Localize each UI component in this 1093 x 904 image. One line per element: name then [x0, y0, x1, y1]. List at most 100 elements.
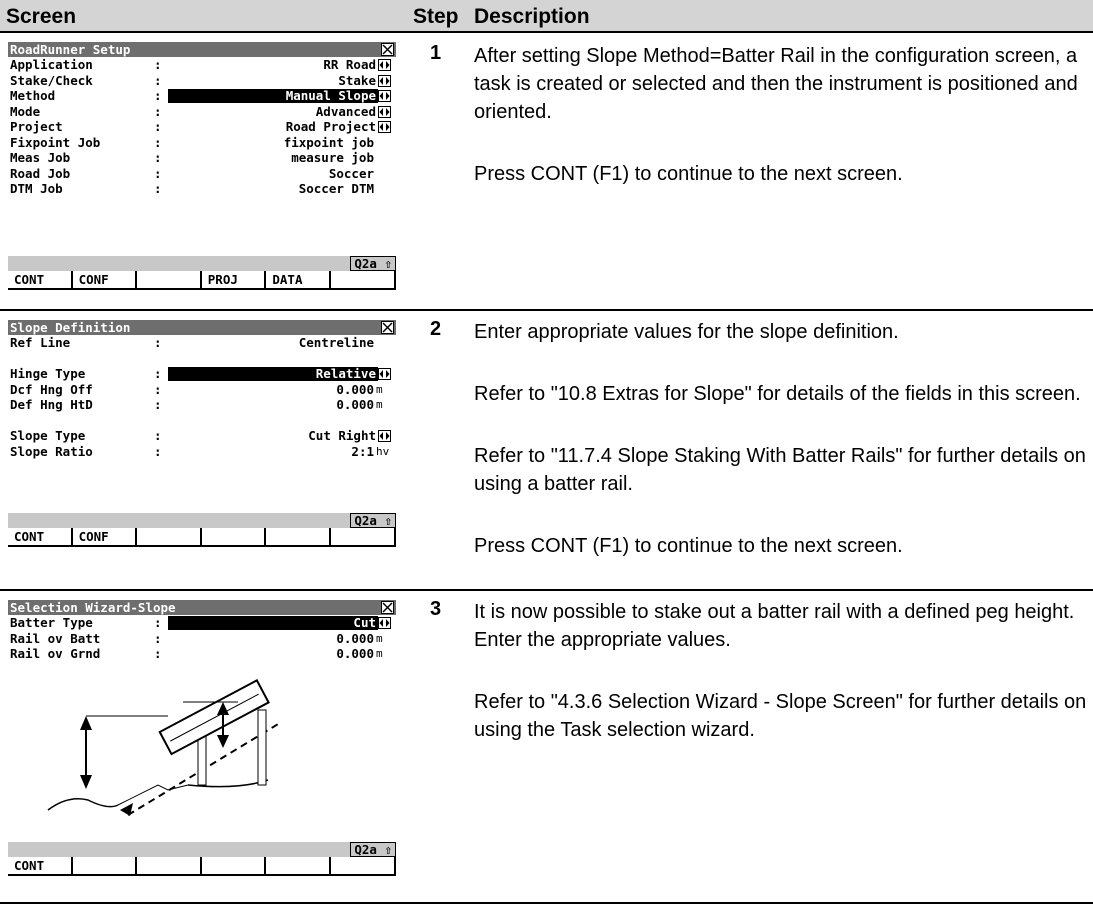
field-row	[8, 413, 396, 429]
softkey	[72, 857, 138, 876]
status-bar: Q2a ⇧	[8, 256, 396, 271]
field-separator: :	[154, 646, 162, 661]
softkey[interactable]: CONT	[8, 857, 73, 876]
softkey	[330, 528, 396, 547]
field-label: Meas Job	[10, 150, 71, 165]
field-value: 0.000	[336, 646, 374, 661]
field-separator: :	[154, 134, 162, 150]
field-label: Mode	[10, 103, 41, 119]
description-paragraph: Press CONT (F1) to continue to the next …	[474, 535, 903, 557]
field-separator: :	[154, 57, 162, 72]
description-paragraph: Press CONT (F1) to continue to the next …	[474, 163, 903, 185]
field-value: Advanced	[315, 103, 376, 119]
field-separator: :	[154, 397, 162, 412]
field-label: Stake/Check	[10, 72, 93, 88]
header-cell: Step	[405, 0, 468, 33]
row-divider	[0, 589, 1093, 591]
highlight	[168, 367, 378, 381]
field-value: Cut	[353, 615, 376, 630]
softkey[interactable]: CONF	[72, 528, 138, 547]
field-value: 2:1	[351, 443, 374, 459]
status-indicator: Q2a ⇧	[350, 513, 396, 528]
field-row: Road Job: Soccer	[8, 166, 396, 182]
field-row: Slope Type: Cut Right	[8, 428, 396, 444]
field-label: Method	[10, 88, 56, 103]
field-value: 0.000	[336, 381, 374, 397]
field-value: 0.000	[336, 630, 374, 646]
field-row: Def Hng HtD: 0.000 m	[8, 397, 396, 413]
screen-title: Slope Definition	[8, 320, 396, 335]
softkey	[201, 857, 267, 876]
field-label: Project	[10, 119, 63, 134]
field-row: Ref Line: Centreline	[8, 335, 396, 351]
field-value: Manual Slope	[285, 88, 376, 103]
field-label: Dcf Hng Off	[10, 381, 93, 397]
field-row: Meas Job: measure job	[8, 150, 396, 166]
status-bar: Q2a ⇧	[8, 842, 396, 857]
softkey-area: Q2a ⇧ CONT	[8, 842, 396, 877]
field-value: RR Road	[323, 57, 376, 72]
softkeys: CONT CONF PROJ DATA	[8, 271, 396, 291]
field-row: Stake/Check: Stake	[8, 73, 396, 89]
field-label: Ref Line	[10, 335, 71, 350]
field-value: Cut Right	[308, 428, 376, 443]
softkey	[330, 271, 396, 290]
field-separator: :	[154, 181, 162, 196]
highlight	[168, 89, 378, 103]
field-value: Soccer DTM	[298, 181, 374, 196]
softkey[interactable]: CONT	[8, 528, 73, 547]
softkeys: CONT CONF	[8, 528, 396, 548]
description: It is now possible to stake out a batter…	[474, 598, 1089, 778]
step-number: 2	[430, 318, 442, 340]
description-paragraph: Refer to "10.8 Extras for Slope" for det…	[474, 383, 1081, 405]
field-separator: :	[154, 335, 162, 350]
field-row: Application: RR Road	[8, 57, 396, 73]
field-separator: :	[154, 165, 162, 181]
softkey-area: Q2a ⇧ CONT CONF PROJ DATA	[8, 256, 396, 291]
field-label: Slope Type	[10, 428, 86, 443]
field-row: Method: Manual Slope	[8, 88, 396, 104]
description-paragraph: After setting Slope Method=Batter Rail i…	[474, 45, 1078, 123]
field-separator: :	[154, 443, 162, 459]
field-unit: hv	[376, 444, 390, 458]
field-label: Rail ov Batt	[10, 630, 101, 646]
field-label: Batter Type	[10, 615, 93, 630]
field-row: Slope Ratio: 2:1 hv	[8, 444, 396, 460]
field-value: measure job	[291, 150, 374, 165]
description: After setting Slope Method=Batter Rail i…	[474, 42, 1089, 222]
field-row: Fixpoint Job: fixpoint job	[8, 135, 396, 151]
field-label: Rail ov Grnd	[10, 646, 101, 661]
field-unit: m	[376, 647, 383, 660]
field-label: Slope Ratio	[10, 443, 93, 459]
description-paragraph: It is now possible to stake out a batter…	[474, 601, 1075, 651]
choice-icon	[378, 121, 391, 133]
batter-rail-diagram	[47, 678, 278, 816]
softkeys: CONT	[8, 857, 396, 877]
field-separator: :	[154, 150, 162, 165]
field-label: Fixpoint Job	[10, 134, 101, 150]
softkey[interactable]: DATA	[266, 271, 331, 290]
softkey[interactable]: CONT	[8, 271, 73, 290]
field-value: Centreline	[298, 335, 374, 350]
softkey[interactable]: PROJ	[201, 271, 267, 290]
field-label: DTM Job	[10, 181, 63, 196]
softkey[interactable]: CONF	[72, 271, 138, 290]
field-separator: :	[154, 381, 162, 397]
field-unit: m	[376, 631, 383, 645]
field-row: DTM Job: Soccer DTM	[8, 181, 396, 197]
field-unit: m	[376, 382, 383, 396]
field-row: Batter Type: Cut	[8, 615, 396, 631]
description-paragraph: Enter appropriate values for the slope d…	[474, 321, 899, 343]
row-divider	[0, 902, 1093, 904]
field-label: Hinge Type	[10, 366, 86, 381]
field-value: 0.000	[336, 397, 374, 412]
choice-icon	[378, 105, 391, 118]
field-unit: m	[376, 398, 383, 411]
softkey	[137, 271, 202, 290]
status-bar: Q2a ⇧	[8, 513, 396, 528]
field-label: Application	[10, 57, 93, 72]
screen-title: RoadRunner Setup	[8, 42, 396, 57]
field-row: Rail ov Grnd: 0.000 m	[8, 646, 396, 662]
description-paragraph: Refer to "11.7.4 Slope Staking With Batt…	[474, 445, 1086, 495]
row-divider	[0, 309, 1093, 311]
